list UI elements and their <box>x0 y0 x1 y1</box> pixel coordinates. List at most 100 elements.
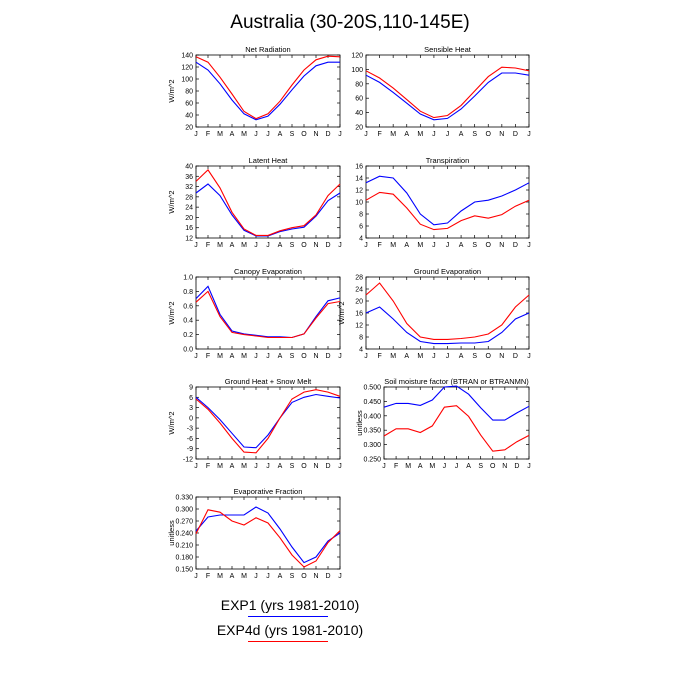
x-tick-label: A <box>278 353 283 360</box>
y-tick-label: 8 <box>359 335 363 342</box>
x-tick-label: J <box>254 353 258 360</box>
series-line-exp1 <box>195 183 341 237</box>
y-tick-label: 12 <box>185 236 193 243</box>
panel-4: Canopy Evaporation W/m^2 0.0 0.2 0.4 0.6 0.8 1.… <box>167 267 342 360</box>
y-tick-label: 0.2 <box>183 332 193 339</box>
x-tick-label: J <box>338 573 342 580</box>
panel-5: Ground Evaporation W/m^2 4 8 12 16 20 24 28 J F M A M… <box>337 267 531 360</box>
panel-7: Soil moisture factor (BTRAN or BTRANMN) u… <box>355 377 531 470</box>
x-tick-label: A <box>278 242 283 249</box>
plot-frame <box>365 276 530 350</box>
x-tick-label: M <box>417 353 423 360</box>
y-tick-label: 16 <box>355 164 363 171</box>
series-line-exp4d <box>195 169 341 236</box>
x-tick-label: F <box>377 131 381 138</box>
x-tick-label: J <box>455 463 459 470</box>
x-tick-label: A <box>278 573 283 580</box>
x-tick-label: D <box>325 242 330 249</box>
x-tick-label: N <box>499 242 504 249</box>
y-tick-label: 100 <box>181 77 193 84</box>
y-tick-label: 4 <box>359 236 363 243</box>
x-tick-label: A <box>459 131 464 138</box>
x-tick-label: A <box>278 131 283 138</box>
x-tick-label: J <box>338 131 342 138</box>
x-tick-label: J <box>254 242 258 249</box>
y-tick-label: 40 <box>185 113 193 120</box>
x-tick-label: A <box>230 353 235 360</box>
x-tick-label: M <box>217 573 223 580</box>
y-tick-label: 80 <box>185 89 193 96</box>
y-tick-label: 60 <box>355 96 363 103</box>
y-tick-label: -3 <box>187 426 193 433</box>
x-tick-label: N <box>502 463 507 470</box>
x-tick-label: O <box>301 463 307 470</box>
y-tick-label: 10 <box>355 200 363 207</box>
x-tick-label: A <box>459 353 464 360</box>
x-tick-label: A <box>418 463 423 470</box>
panel-title: Ground Evaporation <box>414 267 481 276</box>
series-line-exp4d <box>365 191 530 231</box>
y-tick-label: 0 <box>189 415 193 422</box>
x-tick-label: F <box>206 353 210 360</box>
series-line-exp4d <box>195 389 341 454</box>
y-tick-label: 0.330 <box>175 495 193 502</box>
x-tick-label: J <box>443 463 447 470</box>
series-line-exp4d <box>383 405 530 452</box>
x-tick-label: A <box>404 353 409 360</box>
y-tick-label: 0.300 <box>175 507 193 514</box>
panel-8: Evaporative Fraction unitless 0.150 0.180 0.… <box>167 487 342 580</box>
y-tick-label: 140 <box>181 53 193 60</box>
y-tick-label: 32 <box>185 184 193 191</box>
x-tick-label: A <box>278 463 283 470</box>
x-tick-label: S <box>290 573 295 580</box>
x-tick-label: N <box>313 463 318 470</box>
series-line-exp1 <box>195 285 341 339</box>
y-tick-label: 20 <box>185 215 193 222</box>
panel-title: Net Radiation <box>245 45 290 54</box>
y-axis-label: unitless <box>355 410 364 436</box>
panel-title: Latent Heat <box>249 156 289 165</box>
y-tick-label: 16 <box>185 225 193 232</box>
x-tick-label: M <box>241 463 247 470</box>
series-line-exp1 <box>383 385 530 421</box>
x-tick-label: O <box>486 242 492 249</box>
y-tick-label: 80 <box>355 81 363 88</box>
y-tick-label: 100 <box>351 67 363 74</box>
y-tick-label: 16 <box>355 311 363 318</box>
y-tick-label: 0.210 <box>175 543 193 550</box>
y-tick-label: 8 <box>359 212 363 219</box>
y-tick-label: 0.8 <box>183 289 193 296</box>
x-tick-label: M <box>241 131 247 138</box>
x-tick-label: O <box>486 353 492 360</box>
x-tick-label: J <box>446 131 450 138</box>
y-tick-label: 6 <box>189 395 193 402</box>
x-tick-label: M <box>217 463 223 470</box>
x-tick-label: N <box>313 353 318 360</box>
legend-label-exp4d: EXP4d (yrs 1981-2010) <box>216 622 364 638</box>
x-tick-label: J <box>266 242 270 249</box>
plot-frame <box>365 165 530 239</box>
panel-title: Evaporative Fraction <box>234 487 303 496</box>
y-tick-label: 24 <box>185 205 193 212</box>
y-tick-label: 0.240 <box>175 531 193 538</box>
x-tick-label: J <box>527 353 531 360</box>
x-tick-label: M <box>217 353 223 360</box>
y-tick-label: 36 <box>185 174 193 181</box>
series-line-exp1 <box>365 306 530 345</box>
y-tick-label: 0.300 <box>363 442 381 449</box>
x-tick-label: M <box>417 131 423 138</box>
x-tick-label: M <box>417 242 423 249</box>
x-tick-label: J <box>266 131 270 138</box>
y-tick-label: -12 <box>183 457 193 464</box>
x-tick-label: A <box>404 242 409 249</box>
x-tick-label: A <box>230 463 235 470</box>
x-tick-label: M <box>241 353 247 360</box>
y-tick-label: 12 <box>355 188 363 195</box>
x-tick-label: D <box>325 353 330 360</box>
panel-6: Ground Heat + Snow Melt W/m^2 -12 -9 -6 -3 0 3 6… <box>167 377 342 470</box>
panel-title: Canopy Evaporation <box>234 267 302 276</box>
x-tick-label: J <box>364 353 368 360</box>
